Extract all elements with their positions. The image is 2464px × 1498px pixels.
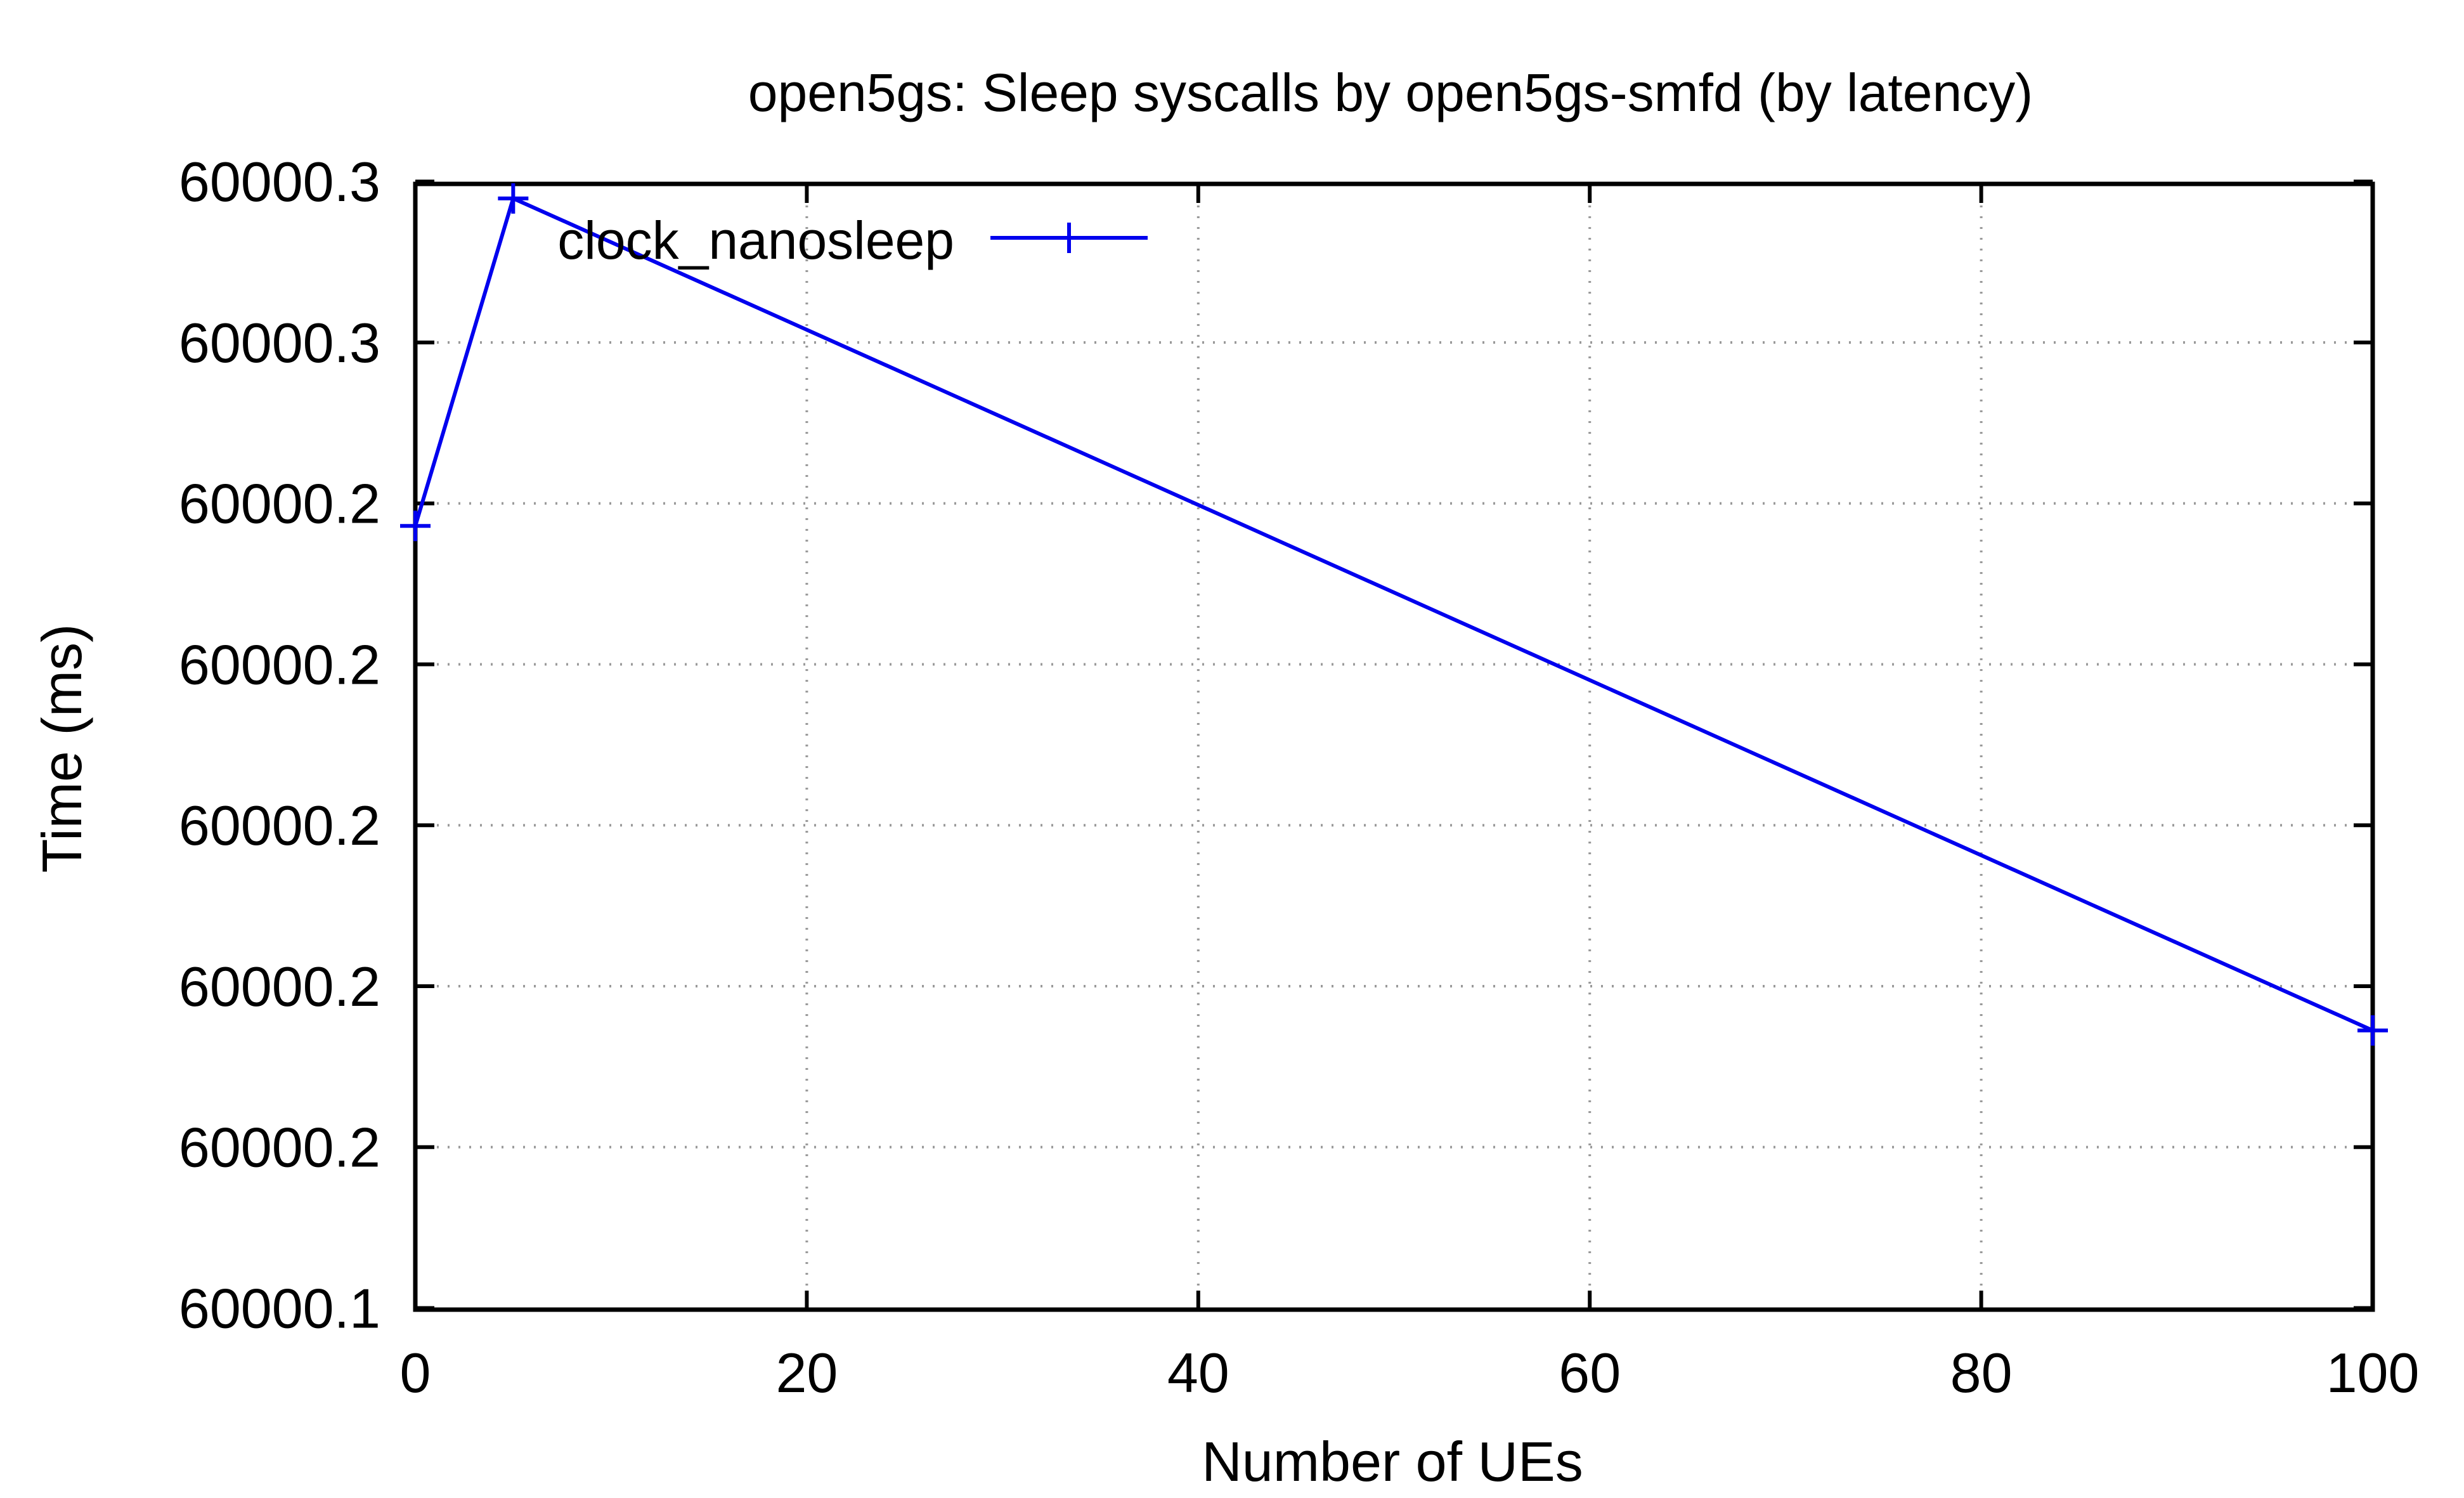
y-tick-label: 60000.2 (179, 472, 380, 535)
legend: clock_nanosleep (557, 211, 1148, 270)
x-tick-label: 80 (1950, 1341, 2013, 1404)
data-point-marker (498, 183, 529, 214)
legend-marker-clock-nanosleep (1054, 223, 1084, 253)
y-tick-label: 60000.2 (179, 955, 380, 1018)
x-tick-label: 20 (775, 1341, 838, 1404)
x-tick-label: 0 (400, 1341, 431, 1404)
y-tick-label: 60000.2 (179, 1116, 380, 1179)
x-axis-tick-labels: 0 20 40 60 80 100 (400, 1341, 2420, 1404)
chart-title: open5gs: Sleep syscalls by open5gs-smfd … (748, 63, 2033, 122)
y-axis-tick-labels: 60000.1 60000.2 60000.2 60000.2 60000.2 60000… (179, 150, 380, 1339)
plot-frame (413, 181, 2375, 1312)
legend-label-clock-nanosleep: clock_nanosleep (557, 211, 954, 270)
data-point-marker (2357, 1015, 2388, 1046)
x-axis-label: Number of UEs (1202, 1430, 1583, 1493)
series-line-clock-nanosleep (413, 196, 2374, 1032)
grid-lines (415, 184, 2373, 1310)
data-point-marker (400, 511, 431, 542)
y-tick-label: 60000.2 (179, 633, 380, 696)
y-tick-label: 60000.3 (179, 311, 380, 374)
x-tick-label: 40 (1167, 1341, 1229, 1404)
y-tick-label: 60000.3 (179, 150, 380, 213)
x-tick-label: 60 (1559, 1341, 1621, 1404)
y-tick-label: 60000.2 (179, 794, 380, 857)
axis-ticks (413, 179, 2375, 1310)
y-tick-label: 60000.1 (179, 1277, 380, 1339)
y-axis-label: Time (ms) (30, 624, 93, 873)
x-tick-label: 100 (2326, 1341, 2420, 1404)
series-layer (400, 183, 2388, 1046)
